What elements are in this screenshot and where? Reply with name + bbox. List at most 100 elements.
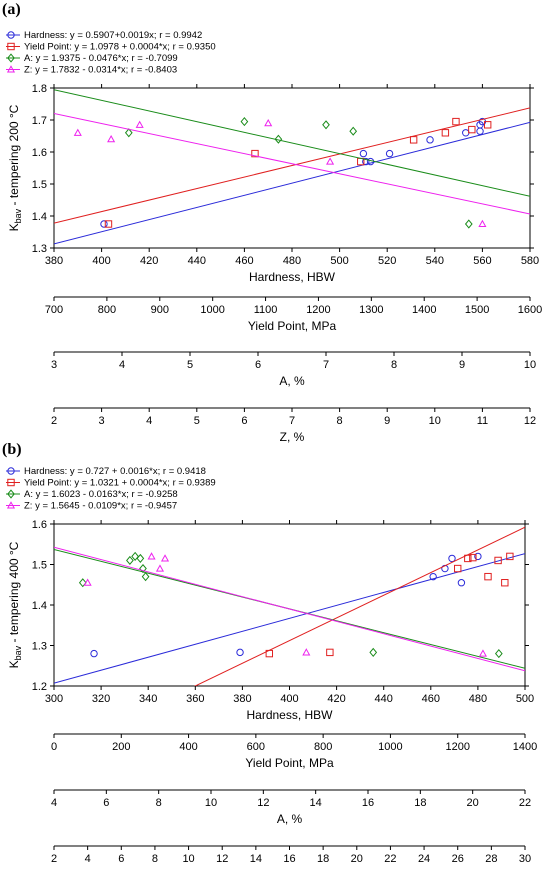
legend-entry: A: y = 1.9375 - 0.0476*x; r = -0.7099 [24,53,178,64]
x-tick-label: 1200 [306,304,330,316]
legend-entry: Z: y = 1.7832 - 0.0314*x; r = -0.8403 [24,65,177,76]
data-point [236,648,244,657]
data-point [457,579,466,587]
legend-marker [6,501,16,509]
x-tick-label: 12 [216,853,228,865]
x-tick-label: 5 [194,415,200,427]
x-tick-label: 1100 [254,304,278,316]
y-tick-label: 1.7 [32,115,47,127]
x-axis-title: A, % [277,812,303,826]
x-tick-label: 6 [241,415,247,427]
x-tick-label: 560 [473,255,491,267]
data-point [100,220,108,228]
x-tick-label: 24 [418,853,430,865]
x-tick-label: 14 [310,797,322,809]
x-tick-label: 380 [45,255,63,267]
x-axis-title: A, % [279,374,305,388]
data-point [139,563,147,574]
data-point [469,553,477,562]
y-tick-label: 1.5 [32,179,47,191]
x-tick-label: 8 [337,415,343,427]
y-axis-title-sub: bav [13,208,23,223]
data-point [78,578,87,588]
data-point [494,556,502,565]
y-tick-label: 1.6 [32,519,47,531]
y-tick-label: 1.4 [32,600,47,612]
x-tick-label: 30 [519,853,531,865]
x-tick-label: 7 [289,415,295,427]
data-point [452,117,460,126]
x-tick-label: 4 [51,797,57,809]
x-tick-label: 3 [99,415,105,427]
data-point [274,134,283,144]
x-tick-label: 800 [98,304,116,316]
data-point [124,128,133,138]
fit-line [194,526,525,686]
x-tick-label: 4 [146,415,152,427]
fit-line [54,553,525,684]
x-tick-label: 460 [422,693,440,705]
data-point [426,136,434,144]
data-point [448,554,456,563]
legend-entry: Yield Point: y = 1.0978 + 0.0004*x; r = … [24,42,216,53]
y-tick-label: 1.6 [32,147,47,159]
x-axis-title: Yield Point, MPa [245,756,334,770]
x-tick-label: 540 [426,255,444,267]
x-tick-label: 4 [85,853,91,865]
x-tick-label: 500 [516,693,534,705]
x-tick-label: 10 [182,853,194,865]
x-tick-label: 12 [524,415,536,427]
x-tick-label: 8 [156,797,162,809]
x-tick-label: 1300 [359,304,383,316]
series-1 [194,526,525,686]
data-point [385,149,394,158]
fit-line [54,121,530,245]
y-axis-title-rest: - tempering 200 °C [7,104,21,209]
series-0 [54,117,530,245]
legend-marker [6,65,16,73]
legend-marker [7,42,15,51]
series-1 [54,107,530,228]
x-tick-label: 2 [51,415,57,427]
x-tick-label: 10 [429,415,441,427]
x-tick-label: 28 [485,853,497,865]
x-tick-label: 6 [118,853,124,865]
data-point [483,121,492,129]
x-tick-label: 1200 [445,741,469,753]
x-tick-label: 12 [257,797,269,809]
x-tick-label: 400 [280,693,298,705]
x-axis-title: Hardness, HBW [246,708,333,722]
data-point [73,128,82,136]
y-tick-label: 1.2 [32,681,47,693]
data-point [409,136,418,144]
data-point [264,118,273,127]
data-point [104,220,113,228]
x-tick-label: 14 [250,853,262,865]
x-tick-label: 480 [283,255,301,267]
y-axis-title-main: K [7,660,21,668]
y-tick-label: 1.3 [32,641,47,653]
x-tick-label: 16 [283,853,295,865]
x-tick-label: 300 [45,693,63,705]
data-point [501,579,509,587]
legend-entry: A: y = 1.6023 - 0.0163*x; r = -0.9258 [24,489,178,500]
legend: Hardness: y = 0.5907+0.0019x; r = 0.9942… [6,30,216,76]
fit-line [54,89,530,197]
data-point [476,127,484,135]
x-tick-label: 18 [317,853,329,865]
x-tick-label: 200 [112,741,130,753]
data-point [326,157,335,165]
x-tick-label: 440 [375,693,393,705]
panel-label: (b) [2,441,22,458]
plot-area [53,523,526,687]
chart-panel-b: (b)Hardness: y = 0.727 + 0.0016*x; r = 0… [2,441,537,869]
x-tick-label: 420 [140,255,158,267]
data-point [83,578,92,586]
y-tick-label: 1.4 [32,211,47,223]
data-point [147,552,156,560]
x-tick-label: 380 [233,693,251,705]
x-tick-label: 1400 [412,304,436,316]
x-axis-title: Yield Point, MPa [248,319,337,333]
data-point [429,572,437,581]
